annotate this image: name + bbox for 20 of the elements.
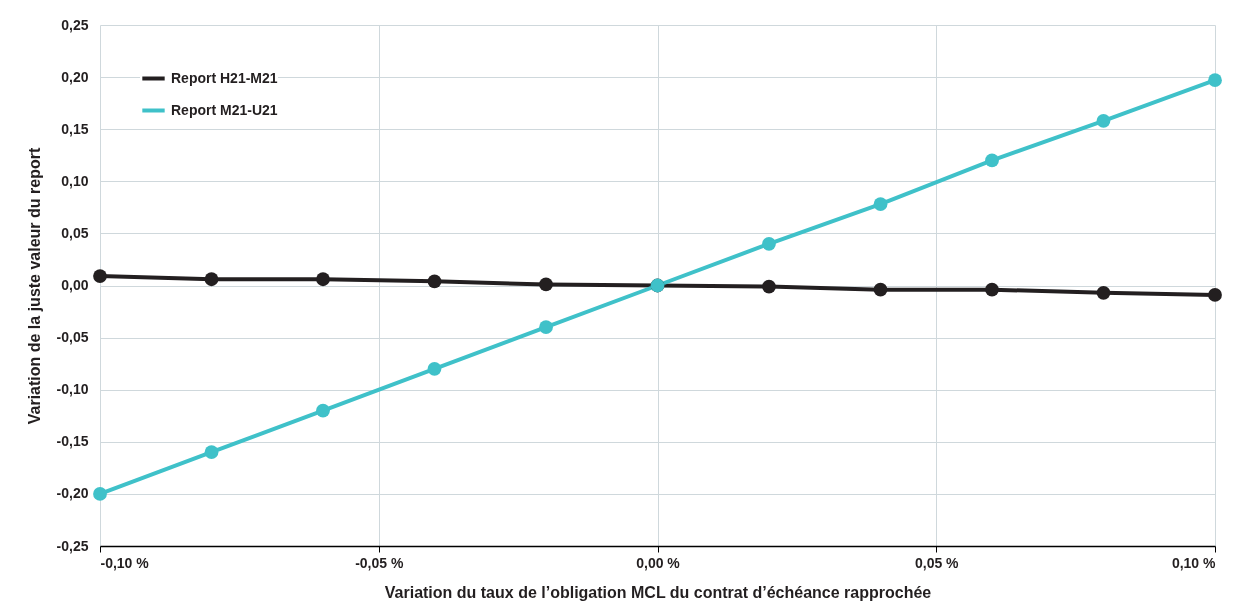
x-tick-label: -0,10 % (100, 554, 150, 571)
x-tick-label: 0,05 % (914, 554, 960, 571)
y-tick-label: -0,15 (56, 433, 89, 450)
y-tick-label: 0,05 (61, 224, 89, 241)
y-tick-label: -0,10 (56, 381, 89, 398)
legend-label: Report M21-U21 (171, 101, 278, 118)
y-axis-title: Variation de la juste valeur du report (25, 147, 43, 425)
y-tick-label: 0,10 (61, 172, 89, 189)
x-axis-title: Variation du taux de l’obligation MCL du contrat d’échéance rapprochée (384, 583, 932, 601)
y-tick-label: 0,25 (61, 16, 89, 33)
y-tick-label: 0,00 (61, 277, 89, 293)
y-tick-label: -0,05 (56, 329, 89, 346)
x-tick-label: 0,00 % (636, 554, 681, 571)
y-tick-label: -0,25 (56, 537, 89, 554)
x-tick-label: -0,05 % (355, 554, 404, 571)
y-tick-label: -0,20 (56, 485, 89, 502)
y-tick-label: 0,15 (61, 120, 89, 137)
y-tick-label: 0,20 (61, 68, 89, 85)
legend-label: Report H21-M21 (171, 69, 278, 86)
x-tick-label: 0,10 % (1171, 554, 1217, 571)
